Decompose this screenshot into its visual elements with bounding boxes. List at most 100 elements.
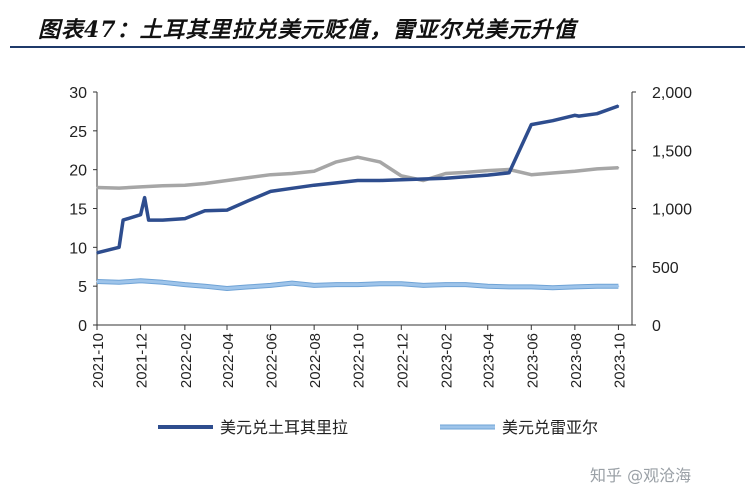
left-tick-label: 0 bbox=[78, 318, 87, 335]
series-point bbox=[122, 219, 124, 221]
series-point bbox=[464, 171, 467, 174]
series-point bbox=[464, 283, 467, 286]
series-point bbox=[204, 285, 206, 287]
series-point bbox=[313, 284, 315, 287]
left-tick-label: 20 bbox=[69, 163, 87, 180]
series-point bbox=[574, 286, 576, 288]
series-point bbox=[184, 217, 186, 220]
left-tick-label: 25 bbox=[69, 124, 87, 141]
x-tick-label: 2022-10 bbox=[351, 333, 368, 388]
series-point bbox=[551, 286, 554, 289]
series-point bbox=[118, 246, 120, 249]
series-point bbox=[617, 105, 620, 107]
series-point bbox=[508, 171, 510, 174]
x-tick-label: 2021-10 bbox=[90, 333, 107, 388]
series-point bbox=[551, 119, 554, 122]
series-point bbox=[422, 284, 425, 287]
series-point bbox=[356, 156, 359, 159]
left-tick-label: 10 bbox=[69, 240, 87, 257]
series-point bbox=[356, 179, 359, 182]
series-point bbox=[96, 280, 98, 283]
series-point bbox=[161, 219, 164, 221]
series-point bbox=[508, 286, 510, 288]
series-point bbox=[226, 179, 228, 182]
series-point bbox=[379, 283, 381, 285]
series-point bbox=[147, 219, 150, 221]
series-point bbox=[184, 283, 186, 286]
series-point bbox=[335, 161, 338, 163]
x-tick-label: 2023-04 bbox=[481, 333, 498, 388]
series-point bbox=[118, 281, 120, 284]
chart-title: 图表47：土耳其里拉兑美元贬值，雷亚尔兑美元升值 bbox=[38, 17, 577, 43]
x-tick-label: 2022-06 bbox=[264, 333, 281, 388]
series-point bbox=[161, 184, 164, 187]
right-tick-label: 1,500 bbox=[652, 143, 692, 160]
series-point bbox=[161, 281, 164, 284]
series-point bbox=[226, 209, 228, 211]
series-point bbox=[204, 210, 206, 212]
series-point bbox=[247, 286, 250, 288]
x-tick-label: 2023-02 bbox=[439, 333, 456, 388]
series-point bbox=[578, 115, 580, 117]
left-tick-label: 15 bbox=[69, 202, 87, 219]
series-point bbox=[379, 161, 381, 163]
series-point bbox=[335, 283, 338, 286]
series-point bbox=[143, 196, 146, 199]
x-tick-label: 2022-04 bbox=[220, 333, 237, 388]
series-point bbox=[617, 166, 620, 169]
left-tick-label: 5 bbox=[78, 279, 87, 296]
series-point bbox=[356, 283, 359, 286]
series-point bbox=[291, 187, 293, 190]
series-line-try bbox=[96, 104, 619, 255]
watermark: 知乎 @观沧海 bbox=[590, 466, 692, 485]
series-point bbox=[444, 283, 447, 286]
series-point bbox=[596, 112, 598, 115]
series-line-grey bbox=[96, 155, 619, 190]
series-point bbox=[596, 285, 598, 287]
series-point bbox=[247, 199, 250, 202]
series-point bbox=[596, 168, 598, 170]
series-point bbox=[464, 175, 467, 178]
series-point bbox=[291, 282, 293, 284]
series-point bbox=[486, 285, 489, 287]
legend-label-brl: 美元兑雷亚尔 bbox=[502, 418, 598, 437]
series-point bbox=[269, 284, 272, 287]
series-point bbox=[551, 172, 554, 174]
x-tick-label: 2022-02 bbox=[178, 333, 195, 388]
series-point bbox=[313, 170, 315, 173]
series-point bbox=[96, 251, 98, 254]
right-tick-label: 500 bbox=[652, 260, 679, 277]
series-point bbox=[400, 283, 403, 285]
x-tick-label: 2023-06 bbox=[524, 333, 541, 388]
x-tick-label: 2023-08 bbox=[568, 333, 585, 388]
series-point bbox=[422, 178, 425, 180]
series-point bbox=[139, 213, 142, 216]
series-point bbox=[313, 184, 315, 186]
x-tick-label: 2022-12 bbox=[394, 333, 411, 388]
series-point bbox=[269, 190, 272, 193]
series-point bbox=[96, 186, 98, 189]
left-tick-label: 30 bbox=[69, 85, 87, 102]
series-point bbox=[444, 172, 447, 175]
series-point bbox=[269, 173, 272, 176]
series-point bbox=[574, 170, 576, 173]
right-tick-label: 1,000 bbox=[652, 202, 692, 219]
x-tick-label: 2022-08 bbox=[307, 333, 324, 388]
right-tick-label: 0 bbox=[652, 318, 661, 335]
series-point bbox=[379, 179, 381, 182]
series-point bbox=[291, 172, 293, 175]
series-point bbox=[486, 174, 489, 176]
series-point bbox=[486, 169, 489, 172]
series-point bbox=[574, 114, 576, 117]
series-point bbox=[530, 173, 533, 176]
x-tick-label: 2021-12 bbox=[134, 333, 151, 388]
series-point bbox=[139, 186, 142, 188]
series-point bbox=[617, 285, 620, 287]
legend-label-try: 美元兑土耳其里拉 bbox=[220, 418, 348, 437]
series-point bbox=[226, 287, 228, 290]
series-point bbox=[530, 123, 533, 126]
series-point bbox=[118, 187, 120, 189]
title-rule bbox=[10, 46, 745, 48]
series-point bbox=[444, 177, 447, 180]
